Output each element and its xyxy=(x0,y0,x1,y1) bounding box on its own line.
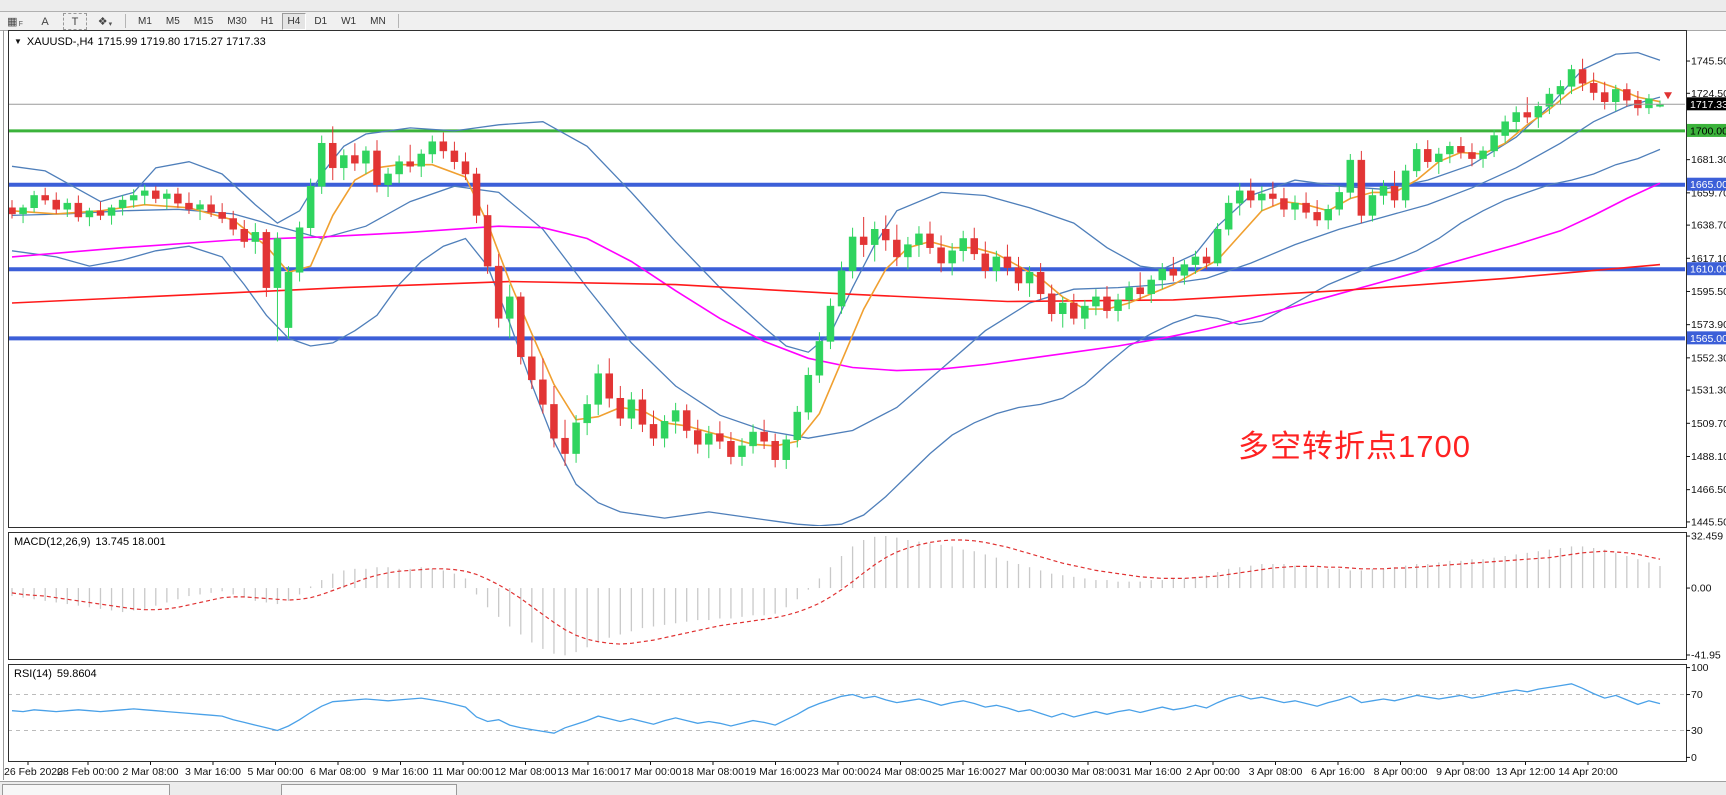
chevron-down-icon: ▾ xyxy=(108,20,113,28)
symbol-period-label: XAUUSD-,H4 xyxy=(26,36,94,48)
price-tick-label: 1617.10 xyxy=(1691,253,1726,265)
cutoff-box xyxy=(2,784,170,795)
level-badge xyxy=(1687,331,1726,345)
macd-tick-label: 32.459 xyxy=(1691,531,1723,543)
text-box-tool-button[interactable]: T xyxy=(63,12,87,30)
shapes-icon: ❖ xyxy=(97,15,108,28)
level-badge-label: 1665.00 xyxy=(1690,179,1726,191)
price-tick-label: 1659.70 xyxy=(1691,187,1726,199)
price-tick-label: 1595.50 xyxy=(1691,286,1726,298)
text-t-icon: T xyxy=(71,15,79,28)
price-tick-label: 1573.90 xyxy=(1691,319,1726,331)
macd-tick-label: 0.00 xyxy=(1691,583,1712,595)
timeframe-button-M1[interactable]: M1 xyxy=(138,15,152,27)
rsi-indicator-label: RSI(14) 59.8604 xyxy=(14,668,97,680)
chart-text-annotation[interactable]: 多空转折点1700 xyxy=(1238,429,1471,464)
macd-name: MACD(12,26,9) xyxy=(14,536,91,548)
timeframe-button-M5[interactable]: M5 xyxy=(165,15,180,27)
price-tick-label: 1509.70 xyxy=(1691,418,1726,430)
chart-toolbar: ▦ F A T ❖ ▾ M1 M5 M15 M30 H1 H4 D1 W1 MN xyxy=(0,12,1726,31)
current-price-badge xyxy=(1687,97,1726,111)
macd-values: 13.745 18.001 xyxy=(95,536,166,548)
rsi-tick-label: 100 xyxy=(1691,662,1709,674)
timeframe-button-M15[interactable]: M15 xyxy=(193,15,214,27)
level-badge-label: 1565.00 xyxy=(1690,333,1726,345)
price-tick-label: 1745.50 xyxy=(1691,56,1726,68)
rsi-tick-label: 70 xyxy=(1691,689,1703,701)
current-price-badge-label: 1717.33 xyxy=(1690,99,1726,111)
price-tick-label: 1724.50 xyxy=(1691,88,1726,100)
price-tick-label: 1445.50 xyxy=(1691,516,1726,528)
price-tick-label: 1552.30 xyxy=(1691,352,1726,364)
rsi-value: 59.8604 xyxy=(56,668,97,680)
level-badge-label: 1610.00 xyxy=(1690,264,1726,276)
macd-indicator-panel[interactable] xyxy=(8,532,1687,660)
timeframe-button-W1[interactable]: W1 xyxy=(341,15,357,27)
toolbar-separator xyxy=(397,14,399,28)
macd-indicator-label: MACD(12,26,9) 13.745 18.001 xyxy=(14,536,166,548)
timeframe-button-M30[interactable]: M30 xyxy=(227,15,247,27)
price-tick-label: 1488.10 xyxy=(1691,451,1726,463)
price-tick-label: 1466.50 xyxy=(1691,484,1726,496)
text-a-icon: A xyxy=(41,15,49,28)
timeframe-button-group: M1 M5 M15 M30 H1 H4 D1 W1 MN xyxy=(131,12,393,30)
level-badge xyxy=(1687,262,1726,276)
chart-symbol-title: ▼ XAUUSD-,H4 1715.99 1719.80 1715.27 1717.… xyxy=(14,36,270,48)
price-tick-label: 1681.30 xyxy=(1691,154,1726,166)
symbol-ohlc-values: 1715.99 1719.80 1715.27 1717.33 xyxy=(97,36,266,48)
timeframe-button-MN[interactable]: MN xyxy=(370,15,386,27)
level-badge xyxy=(1687,123,1726,137)
window-bottom-strip xyxy=(0,781,1726,795)
collapse-icon[interactable]: ▼ xyxy=(14,37,22,46)
rsi-name: RSI(14) xyxy=(14,668,52,680)
grid-sub-label: F xyxy=(18,20,23,28)
timeframe-button-D1[interactable]: D1 xyxy=(314,15,328,27)
window-left-edge xyxy=(3,30,4,780)
draw-objects-tool-button[interactable]: ❖ ▾ xyxy=(93,13,117,30)
price-tick-label: 1638.70 xyxy=(1691,220,1726,232)
macd-tick-label: -41.95 xyxy=(1691,650,1721,662)
grid-glyph: ▦ xyxy=(7,15,18,28)
rsi-indicator-panel[interactable] xyxy=(8,664,1687,762)
price-tick-label: 1531.30 xyxy=(1691,385,1726,397)
level-badge xyxy=(1687,177,1726,191)
timeframe-button-H4[interactable]: H4 xyxy=(281,12,307,30)
price-axis: 1745.50 1724.50 1681.30 1659.70 1638.70 1617.… xyxy=(1686,56,1726,764)
crosshair-grid-icon[interactable]: ▦ F xyxy=(3,13,27,30)
level-badge-label: 1700.00 xyxy=(1690,125,1726,137)
rsi-tick-label: 30 xyxy=(1691,725,1703,737)
toolbar-separator xyxy=(125,14,126,28)
time-axis[interactable] xyxy=(0,762,1726,781)
window-top-strip xyxy=(0,0,1726,12)
cutoff-box xyxy=(281,784,457,795)
timeframe-button-H1[interactable]: H1 xyxy=(260,15,274,27)
text-annotation-tool-button[interactable]: A xyxy=(33,13,57,30)
